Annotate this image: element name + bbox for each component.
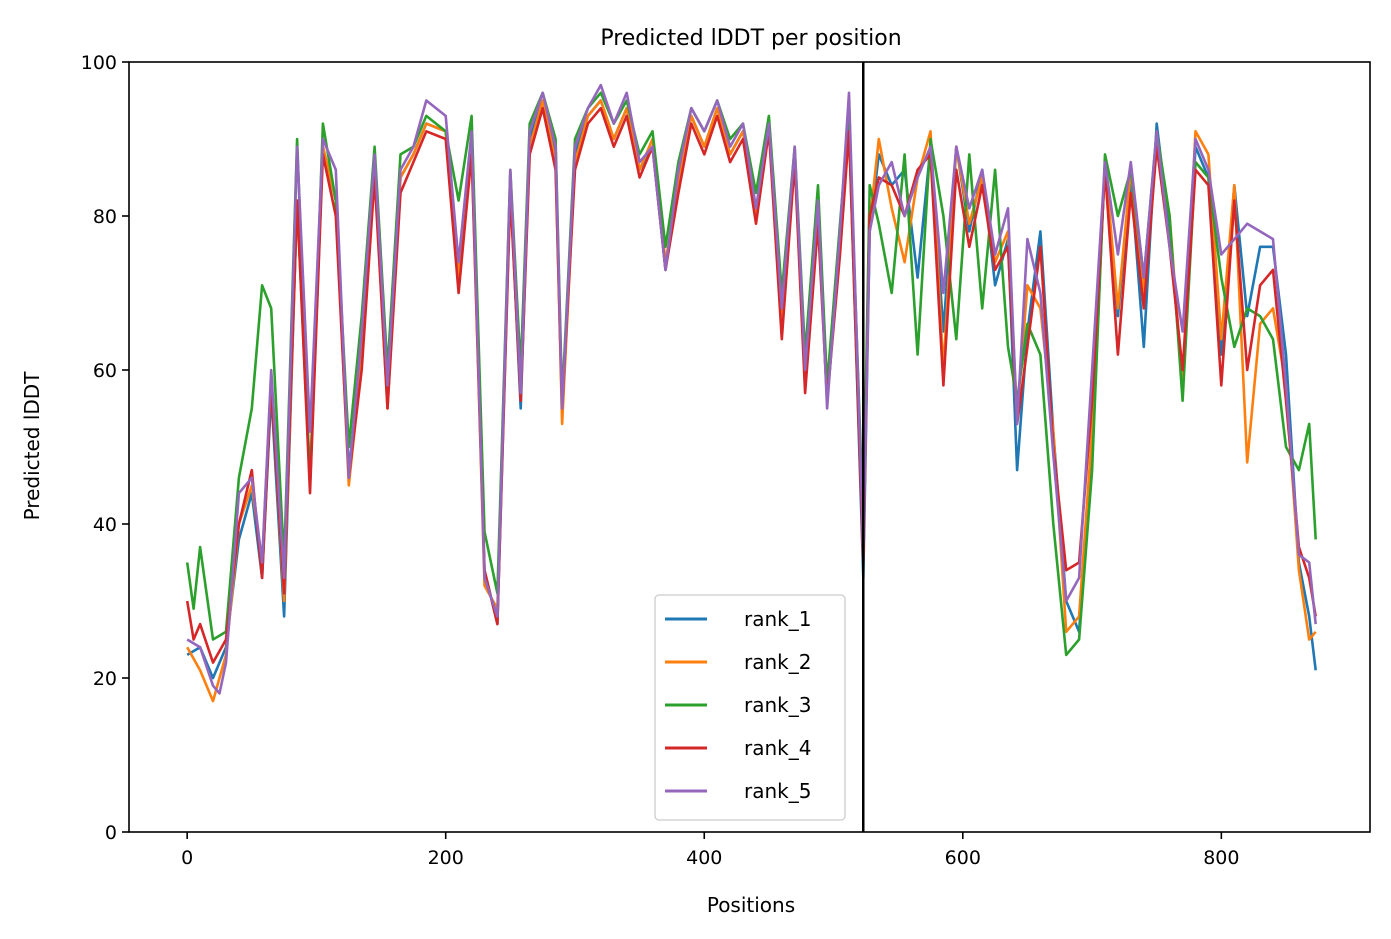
y-tick-label: 80 [93, 206, 117, 228]
x-tick-label: 400 [686, 847, 722, 869]
x-tick-label: 800 [1203, 847, 1239, 869]
legend-label: rank_5 [744, 779, 811, 803]
y-tick-label: 0 [105, 822, 117, 844]
axes-frame [128, 61, 1371, 833]
y-tick-label: 20 [93, 668, 117, 690]
legend-box [654, 594, 846, 821]
legend-label: rank_4 [744, 736, 811, 760]
legend-label: rank_1 [744, 607, 811, 631]
x-tick-label: 600 [945, 847, 981, 869]
y-tick-label: 100 [81, 52, 117, 74]
x-tick-label: 0 [181, 847, 193, 869]
chart-title: Predicted lDDT per position [600, 26, 901, 51]
x-axis-label: Positions [707, 893, 795, 917]
x-tick-label: 200 [428, 847, 464, 869]
series-line-rank_5 [186, 83, 1317, 695]
x-axis-ticks: 0 200 400 600 800 [181, 832, 1239, 869]
legend-label: rank_2 [744, 650, 811, 674]
legend: rank_1 rank_2 rank_3 rank_4 rank_5 [654, 594, 846, 821]
y-axis-ticks: 0 20 40 60 80 100 [81, 52, 129, 844]
y-tick-label: 40 [93, 514, 117, 536]
y-tick-label: 60 [93, 360, 117, 382]
y-axis-label: Predicted lDDT [20, 371, 44, 521]
series-layer [185, 83, 1317, 703]
legend-label: rank_3 [744, 693, 811, 717]
series-line-rank_4 [185, 106, 1317, 664]
